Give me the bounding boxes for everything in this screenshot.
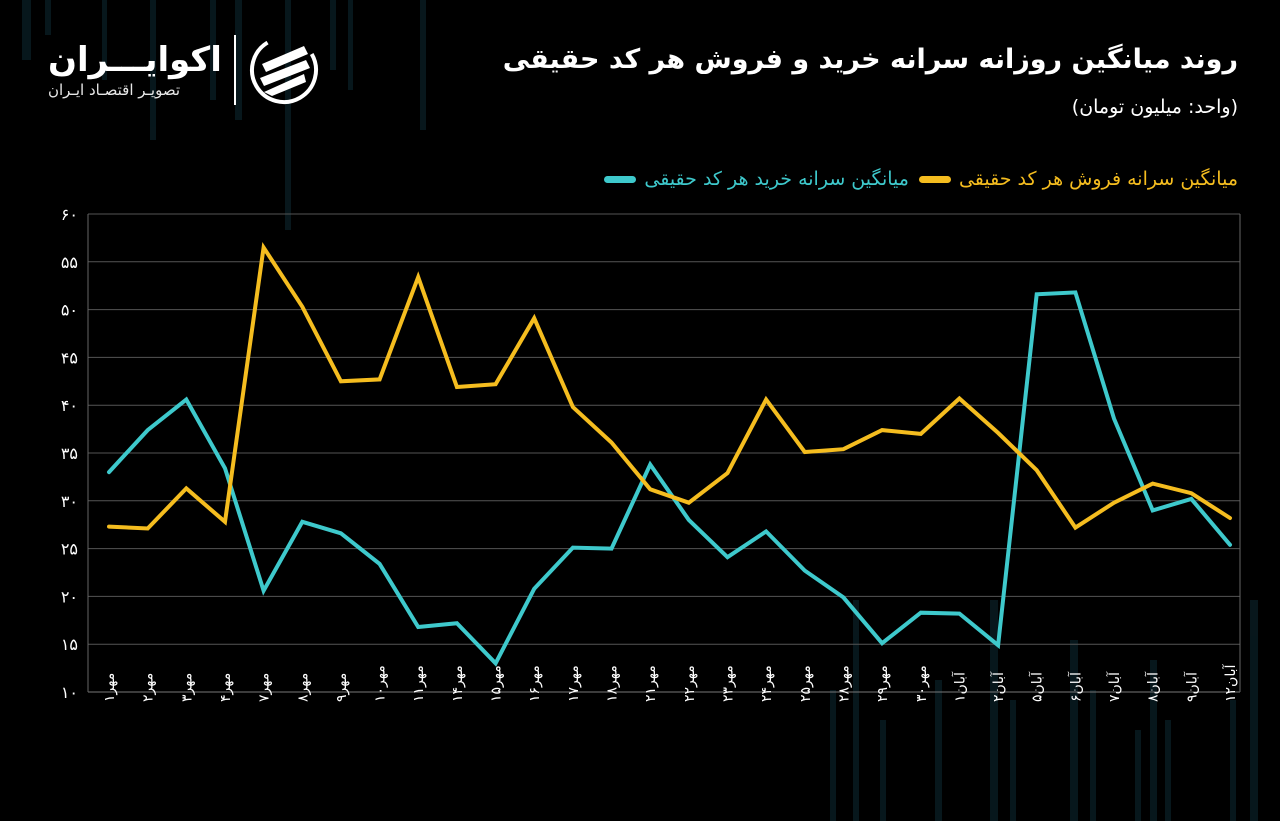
x-tick-label: مهر۲۱ [643, 665, 659, 702]
legend-item-sell: میانگین سرانه فروش هر کد حقیقی [918, 168, 1238, 190]
y-tick-label: ۵۵ [61, 253, 78, 272]
y-tick-label: ۴۰ [61, 396, 78, 415]
legend-label-sell: میانگین سرانه فروش هر کد حقیقی [958, 168, 1238, 190]
logo-divider [233, 35, 236, 105]
legend-label-buy: میانگین سرانه خرید هر کد حقیقی [644, 168, 909, 190]
chart-title: روند میانگین روزانه سرانه خرید و فروش هر… [502, 44, 1238, 75]
x-tick-label: مهر۱۷ [566, 665, 582, 702]
stripes-globe-icon [249, 36, 318, 104]
logo: اکوایـــران تصویـر اقتصـاد ایـران [48, 34, 320, 106]
chart-subtitle: (واحد: میلیون تومان) [1071, 96, 1238, 118]
series-line-sell [107, 241, 1232, 531]
x-tick-label: مهر۱۱ [411, 665, 427, 702]
x-tick-label: مهر۱۵ [489, 665, 505, 702]
x-tick-label: مهر۷ [257, 673, 273, 702]
x-tick-label: آبان۹ [1183, 671, 1200, 702]
legend-swatch-sell [918, 175, 951, 183]
logo-name: اکوایـــران [48, 40, 222, 80]
x-tick-label: آبان۸ [1145, 671, 1162, 702]
y-tick-label: ۲۵ [61, 540, 78, 559]
logo-tagline: تصویـر اقتصـاد ایـران [48, 81, 181, 99]
y-tick-label: ۶۰ [61, 205, 78, 224]
x-tick-label: مهر۱۸ [605, 665, 621, 702]
x-tick-label: آبان۱ [951, 671, 968, 702]
x-axis-labels: مهر۱ مهر۲ مهر۳ مهر۴ مهر۷ مهر۸ مهر۹ مهر۱۰ مهر۱۱ مه… [102, 664, 1239, 702]
x-tick-label: مهر۲۹ [875, 665, 891, 702]
x-tick-label: مهر۲ [141, 673, 157, 702]
series-line-buy [107, 290, 1232, 667]
x-tick-label: مهر۲۲ [682, 665, 698, 702]
series-lines [107, 241, 1232, 667]
logo-text: اکوایـــران تصویـر اقتصـاد ایـران [48, 40, 222, 100]
chart-legend: میانگین سرانه خرید هر کد حقیقی میانگین س… [604, 168, 1238, 190]
legend-item-buy: میانگین سرانه خرید هر کد حقیقی [604, 168, 909, 190]
x-tick-label: آبان۶ [1067, 671, 1084, 702]
y-tick-label: ۱۵ [61, 635, 78, 654]
y-tick-label: ۵۰ [61, 301, 78, 320]
y-tick-label: ۱۰ [61, 683, 78, 702]
x-tick-label: مهر۲۵ [798, 665, 814, 702]
x-tick-label: مهر۱۴ [450, 665, 466, 702]
y-tick-label: ۳۵ [61, 444, 78, 463]
x-tick-label: آبان۷ [1106, 671, 1123, 702]
x-tick-label: مهر۳ [179, 673, 195, 702]
x-tick-label: مهر۱۰ [373, 665, 389, 702]
x-tick-label: مهر۱ [102, 673, 118, 702]
y-tick-label: ۳۰ [61, 492, 78, 511]
x-tick-label: آبان۵ [1029, 671, 1046, 702]
x-tick-label: مهر۴ [218, 673, 234, 702]
x-tick-label: مهر۲۴ [759, 665, 775, 702]
y-axis-labels: ۱۰ ۱۵ ۲۰ ۲۵ ۳۰ ۳۵ ۴۰ ۴۵ ۵۰ ۵۵ ۶۰ [61, 205, 78, 702]
y-tick-label: ۲۰ [61, 587, 78, 606]
y-tick-label: ۴۵ [61, 348, 78, 367]
grid-lines [87, 213, 1241, 693]
x-tick-label: مهر۲۳ [720, 665, 736, 702]
x-tick-label: مهر۳۰ [914, 665, 930, 702]
x-tick-label: مهر۸ [295, 673, 311, 702]
x-tick-label: مهر۱۶ [527, 665, 543, 702]
x-tick-label: مهر۲۸ [836, 665, 852, 702]
x-tick-label: آبان۲ [990, 671, 1007, 702]
x-tick-label: مهر۹ [334, 673, 350, 702]
legend-swatch-buy [604, 175, 637, 183]
x-tick-label: آبان۱۲ [1222, 664, 1239, 702]
